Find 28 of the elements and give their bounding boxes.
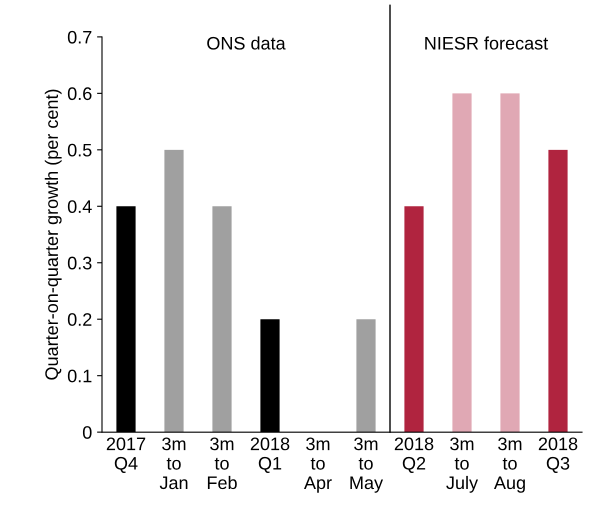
x-tick-label: 3m to Aug bbox=[494, 437, 525, 493]
x-tick-label: 2017 Q4 bbox=[106, 437, 146, 473]
annotation: ONS data bbox=[207, 36, 286, 50]
x-tick-label: 2018 Q2 bbox=[394, 437, 434, 473]
y-tick-label: 0.3 bbox=[68, 256, 92, 270]
y-tick-label: 0 bbox=[82, 426, 92, 439]
y-tick-label: 0.6 bbox=[68, 87, 92, 100]
x-tick-label: 3m to Jan bbox=[160, 437, 188, 490]
y-tick-label: 0.4 bbox=[68, 200, 92, 214]
y-tick-label: 0.7 bbox=[68, 30, 92, 44]
y-tick-label: 0.5 bbox=[68, 144, 92, 157]
bar bbox=[212, 206, 232, 432]
bar bbox=[452, 93, 472, 432]
bar bbox=[548, 150, 568, 432]
y-tick-label: 0.2 bbox=[68, 313, 92, 326]
x-tick-label: 3m to Feb bbox=[208, 437, 237, 490]
annotation: NIESR forecast bbox=[425, 36, 548, 50]
bar bbox=[500, 93, 520, 432]
x-tick-label: 3m to July bbox=[446, 437, 478, 493]
bar bbox=[164, 150, 184, 432]
x-tick-label: 3m to Apr bbox=[304, 437, 332, 493]
x-tick-label: 3m to May bbox=[350, 437, 384, 493]
y-tick-label: 0.1 bbox=[68, 370, 92, 382]
y-axis-title: Quarter-on-quarter growth (per cent) bbox=[44, 90, 62, 380]
x-tick-label: 2018 Q1 bbox=[250, 437, 290, 473]
bar bbox=[404, 206, 424, 432]
x-tick-label: 2018 Q3 bbox=[538, 437, 578, 473]
bar bbox=[356, 319, 376, 432]
